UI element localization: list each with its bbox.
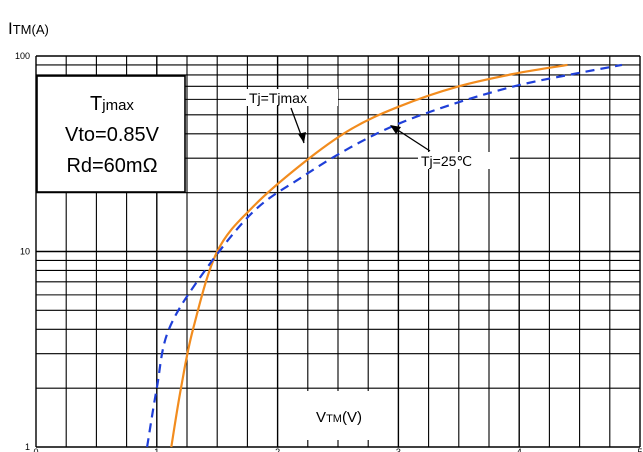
x-tick-label: 5: [637, 447, 642, 452]
svg-text:VTM(V): VTM(V): [316, 409, 362, 426]
annotations: Tj=Tjmax Tj=25℃: [246, 89, 510, 169]
series-line-1: [170, 63, 568, 448]
info-box-line-3: Rd=60mΩ: [66, 155, 157, 177]
y-tick-label: 10: [20, 247, 30, 257]
x-axis-label-bg: [284, 391, 392, 440]
info-box: Tjmax Vto=0.85V Rd=60mΩ: [36, 75, 186, 193]
y-axis-label-main: I: [8, 19, 13, 38]
x-tick-label: 0: [33, 447, 38, 452]
info-box-line-2: Vto=0.85V: [65, 124, 160, 146]
y-axis-label: ITM(A): [8, 19, 49, 38]
x-tick-labels: 0 1 2 3 4 5: [33, 447, 642, 452]
annotation-tj25: Tj=25℃: [421, 153, 472, 169]
annotation-tj25-arrow: [392, 126, 431, 152]
annotation-tj25-bg: [418, 152, 510, 169]
x-axis-label: VTM(V): [284, 391, 392, 440]
y-tick-label: 1: [25, 442, 30, 452]
annotation-tj25-arrowhead: [390, 125, 401, 134]
info-box-line-1: Tjmax: [90, 93, 134, 115]
annotation-tjmax-bg: [246, 89, 338, 106]
series-line-2: [146, 63, 623, 448]
info-box-border: [36, 75, 186, 193]
annotation-tjmax-arrowhead: [298, 132, 306, 143]
y-tick-label: 100: [15, 51, 30, 61]
x-tick-label: 2: [275, 447, 280, 452]
x-tick-label: 1: [154, 447, 159, 452]
series: [146, 63, 623, 448]
x-axis-label-sub: TM: [326, 413, 342, 425]
y-axis-label-sub: TM(A): [13, 22, 49, 37]
x-tick-label: 4: [517, 447, 522, 452]
x-tick-label: 3: [396, 447, 401, 452]
annotation-tjmax: Tj=Tjmax: [249, 90, 307, 106]
x-axis-label-unit: (V): [342, 409, 362, 426]
x-axis-label-main: V: [316, 409, 326, 426]
y-tick-labels: 1 10 100: [15, 51, 30, 452]
